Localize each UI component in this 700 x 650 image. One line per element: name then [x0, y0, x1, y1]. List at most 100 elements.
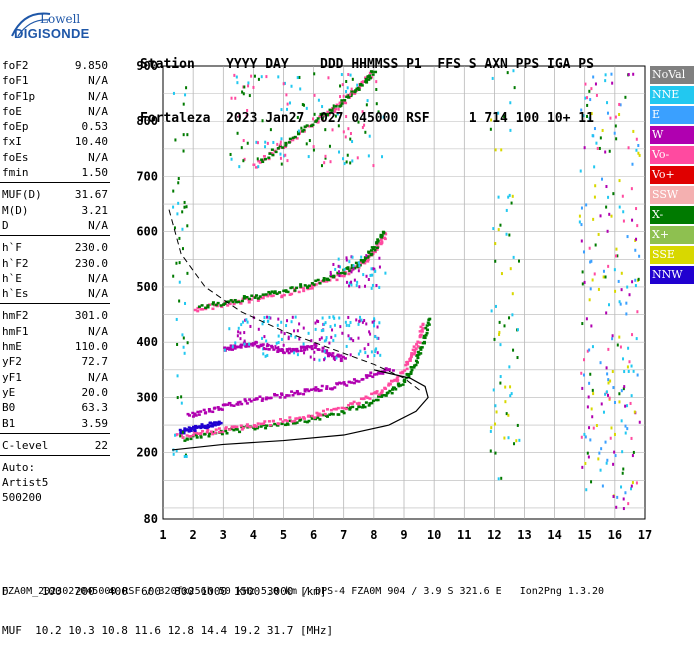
echo-dot: [357, 261, 360, 265]
param-key: hmE: [2, 340, 22, 354]
echo-dot: [618, 300, 621, 304]
echo-dot: [303, 351, 306, 355]
trace-dot-2: [198, 425, 202, 428]
trace-dot-3: [328, 387, 332, 390]
trace-dot-3: [280, 392, 284, 395]
trace-dot-3: [191, 411, 195, 415]
echo-dot: [586, 114, 589, 118]
trace-dot-6: [253, 296, 257, 299]
echo-dot: [255, 140, 258, 144]
echo-dot: [345, 115, 348, 119]
trace-dot-0: [328, 413, 332, 416]
echo-dot: [636, 224, 639, 228]
echo-dot: [499, 381, 502, 385]
echo-dot: [583, 432, 586, 436]
echo-dot: [240, 146, 243, 150]
echo-dot: [298, 337, 301, 341]
echo-dot: [262, 352, 265, 356]
echo-dot: [578, 220, 581, 224]
echo-dot: [626, 285, 629, 289]
trace-dot-6: [299, 283, 303, 286]
echo-dot: [257, 327, 260, 331]
legend-item-vo: Vo-: [650, 146, 694, 164]
param-row-hf2: h`F2 230.0: [0, 256, 112, 271]
echo-dot: [591, 388, 594, 392]
trace-dot-1: [256, 422, 260, 425]
logo-line1: Lowell: [40, 12, 81, 26]
trace-dot-4: [292, 349, 296, 353]
echo-dot: [378, 321, 381, 325]
trace-dot-1: [209, 430, 213, 433]
echo-dot: [508, 193, 511, 197]
trace-dot-4: [261, 343, 265, 346]
echo-dot: [600, 447, 603, 451]
echo-dot: [310, 339, 313, 343]
echo-dot: [589, 287, 592, 291]
echo-dot: [489, 429, 492, 433]
echo-dot: [602, 410, 605, 414]
echo-dot: [510, 201, 513, 205]
echo-dot: [345, 256, 348, 260]
echo-dot: [294, 335, 297, 339]
trace-dot-5: [193, 308, 197, 312]
trace-dot-7: [295, 137, 299, 140]
echo-dot: [378, 256, 381, 260]
echo-dot: [317, 98, 320, 102]
echo-dot: [302, 103, 305, 107]
trace-dot-2: [200, 423, 204, 426]
trace-dot-0: [409, 372, 413, 375]
trace-dot-2: [217, 420, 221, 424]
echo-dot: [584, 435, 587, 439]
echo-dot: [178, 280, 181, 284]
echo-dot: [628, 360, 631, 364]
trace-dot-8: [340, 99, 344, 102]
trace-dot-3: [314, 389, 318, 392]
echo-dot: [588, 426, 591, 430]
trace-dot-1: [404, 363, 408, 367]
echo-dot: [262, 320, 265, 324]
trace-dot-2: [213, 423, 217, 427]
trace-dot-1: [396, 375, 400, 378]
echo-dot: [287, 337, 290, 341]
echo-dot: [287, 335, 290, 339]
echo-dot: [607, 381, 610, 385]
trace-dot-5: [302, 287, 306, 290]
echo-dot: [340, 73, 343, 77]
echo-dot: [607, 347, 610, 351]
echo-dot: [345, 160, 348, 164]
param-value: 10.40: [74, 135, 108, 149]
trace-dot-3: [381, 372, 385, 375]
echo-dot: [323, 322, 326, 326]
trace-dot-1: [410, 354, 414, 357]
param-row-fmin: fmin 1.50: [0, 165, 112, 180]
trace-dot-3: [211, 410, 215, 414]
trace-dot-8: [284, 141, 288, 145]
echo-dot: [233, 73, 236, 77]
echo-dot: [495, 410, 498, 414]
echo-dot: [366, 354, 369, 358]
trace-dot-0: [305, 420, 309, 424]
echo-dot: [516, 328, 519, 332]
trace-dot-0: [364, 401, 368, 404]
echo-dot: [267, 319, 270, 323]
trace-dot-6: [329, 274, 333, 278]
trace-dot-1: [380, 390, 384, 394]
trace-dot-5: [228, 302, 232, 306]
echo-dot: [276, 323, 279, 327]
trace-dot-6: [380, 234, 384, 237]
echo-dot: [279, 140, 282, 144]
trace-dot-3: [391, 369, 395, 372]
echo-dot: [604, 440, 607, 444]
trace-dot-5: [363, 261, 367, 265]
echo-dot: [371, 273, 374, 277]
trace-dot-1: [349, 402, 353, 405]
trace-dot-1: [214, 428, 218, 431]
trace-dot-3: [244, 399, 248, 403]
param-key: hmF1: [2, 324, 29, 338]
trace-dot-3: [207, 407, 211, 411]
trace-dot-1: [206, 428, 210, 432]
trace-dot-3: [317, 389, 321, 393]
trace-dot-1: [418, 341, 422, 344]
trace-dot-5: [325, 280, 329, 283]
echo-dot: [184, 301, 187, 305]
